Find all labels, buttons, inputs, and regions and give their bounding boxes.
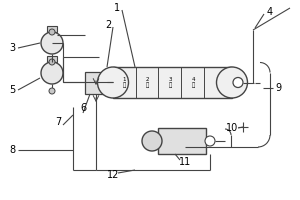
Text: 12: 12 xyxy=(107,170,119,180)
Bar xyxy=(148,133,156,149)
Circle shape xyxy=(49,29,55,35)
Circle shape xyxy=(98,67,128,98)
Text: 3: 3 xyxy=(9,43,15,53)
Circle shape xyxy=(49,88,55,94)
Text: 8: 8 xyxy=(9,145,15,155)
Text: 3
位: 3 位 xyxy=(168,77,172,88)
Text: 11: 11 xyxy=(179,157,191,167)
Text: 1: 1 xyxy=(114,3,120,13)
Text: 2
位: 2 位 xyxy=(145,77,149,88)
Text: 7: 7 xyxy=(55,117,61,127)
Text: 5: 5 xyxy=(9,85,15,95)
Circle shape xyxy=(217,67,248,98)
Bar xyxy=(47,56,57,62)
Bar xyxy=(113,67,232,98)
Text: 1
位: 1 位 xyxy=(122,77,126,88)
Text: 4: 4 xyxy=(267,7,273,17)
Bar xyxy=(158,128,206,154)
Text: 10: 10 xyxy=(226,123,238,133)
Bar xyxy=(47,26,57,32)
Text: 2: 2 xyxy=(105,20,111,30)
Text: 4
位: 4 位 xyxy=(191,77,195,88)
Text: 9: 9 xyxy=(275,83,281,93)
Bar xyxy=(85,72,107,94)
Circle shape xyxy=(205,136,215,146)
Circle shape xyxy=(41,62,63,84)
Circle shape xyxy=(49,59,55,65)
Circle shape xyxy=(142,131,162,151)
Text: 6: 6 xyxy=(80,103,86,113)
Circle shape xyxy=(41,32,63,54)
Circle shape xyxy=(233,77,243,88)
